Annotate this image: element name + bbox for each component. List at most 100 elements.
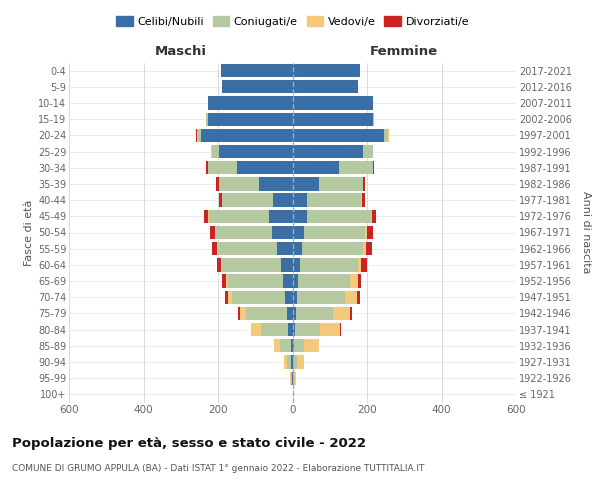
Bar <box>259 178 293 190</box>
Bar <box>294 372 296 385</box>
Bar <box>291 356 293 368</box>
Bar <box>216 178 219 190</box>
Bar <box>238 307 239 320</box>
Bar <box>363 145 373 158</box>
Bar <box>219 145 293 158</box>
Bar <box>366 242 372 256</box>
Bar <box>272 226 293 239</box>
Bar <box>319 178 363 190</box>
Bar <box>217 242 218 256</box>
Bar <box>373 112 374 126</box>
Bar <box>384 128 388 142</box>
Bar <box>280 339 290 352</box>
Bar <box>288 323 293 336</box>
Bar <box>292 372 293 385</box>
Bar <box>293 161 339 174</box>
Bar <box>307 210 371 223</box>
Bar <box>232 290 285 304</box>
Bar <box>304 226 365 239</box>
Bar <box>197 128 201 142</box>
Bar <box>221 64 293 77</box>
Bar <box>320 323 340 336</box>
Text: COMUNE DI GRUMO APPULA (BA) - Dati ISTAT 1° gennaio 2022 - Elaborazione TUTTITAL: COMUNE DI GRUMO APPULA (BA) - Dati ISTAT… <box>12 464 424 473</box>
Bar <box>269 210 293 223</box>
Bar <box>204 210 208 223</box>
Bar <box>293 64 359 77</box>
Bar <box>293 274 298 287</box>
Bar <box>293 307 296 320</box>
Bar <box>367 226 373 239</box>
Bar <box>297 290 346 304</box>
Bar <box>212 242 217 256</box>
Bar <box>293 339 295 352</box>
Bar <box>209 210 269 223</box>
Bar <box>283 274 293 287</box>
Bar <box>211 145 212 158</box>
Bar <box>284 356 287 368</box>
Bar <box>219 194 222 207</box>
Bar <box>208 210 209 223</box>
Bar <box>296 307 334 320</box>
Bar <box>247 307 287 320</box>
Bar <box>287 356 291 368</box>
Bar <box>217 258 221 272</box>
Bar <box>274 339 280 352</box>
Bar <box>206 112 208 126</box>
Text: Maschi: Maschi <box>155 46 207 59</box>
Bar <box>261 323 288 336</box>
Bar <box>293 226 304 239</box>
Bar <box>293 128 384 142</box>
Bar <box>208 161 238 174</box>
Bar <box>287 307 293 320</box>
Y-axis label: Anni di nascita: Anni di nascita <box>581 191 591 274</box>
Bar <box>350 274 358 287</box>
Bar <box>223 258 281 272</box>
Bar <box>293 242 302 256</box>
Bar <box>371 210 372 223</box>
Bar <box>356 290 359 304</box>
Bar <box>293 194 307 207</box>
Bar <box>223 274 226 287</box>
Bar <box>293 145 363 158</box>
Bar <box>273 194 293 207</box>
Bar <box>372 210 376 223</box>
Bar <box>290 372 292 385</box>
Bar <box>307 194 361 207</box>
Bar <box>365 226 367 239</box>
Bar <box>221 258 223 272</box>
Bar <box>293 323 295 336</box>
Bar <box>388 128 389 142</box>
Bar <box>219 178 259 190</box>
Legend: Celibi/Nubili, Coniugati/e, Vedovi/e, Divorziati/e: Celibi/Nubili, Coniugati/e, Vedovi/e, Di… <box>112 12 473 32</box>
Bar <box>229 290 232 304</box>
Bar <box>350 307 352 320</box>
Bar <box>293 80 358 94</box>
Bar <box>363 178 365 190</box>
Bar <box>285 290 293 304</box>
Bar <box>293 112 373 126</box>
Bar <box>346 290 356 304</box>
Bar <box>293 356 297 368</box>
Bar <box>290 339 293 352</box>
Bar <box>339 161 373 174</box>
Bar <box>302 242 363 256</box>
Bar <box>295 323 320 336</box>
Bar <box>297 356 304 368</box>
Bar <box>281 258 293 272</box>
Bar <box>361 258 367 272</box>
Bar <box>293 290 297 304</box>
Bar <box>215 226 272 239</box>
Bar <box>228 274 283 287</box>
Bar <box>206 161 208 174</box>
Bar <box>208 112 293 126</box>
Bar <box>361 194 362 207</box>
Bar <box>358 258 361 272</box>
Bar <box>201 128 293 142</box>
Bar <box>293 372 294 385</box>
Bar <box>362 194 365 207</box>
Bar <box>373 161 374 174</box>
Bar <box>298 274 350 287</box>
Bar <box>210 226 215 239</box>
Bar <box>304 339 319 352</box>
Bar <box>293 96 373 110</box>
